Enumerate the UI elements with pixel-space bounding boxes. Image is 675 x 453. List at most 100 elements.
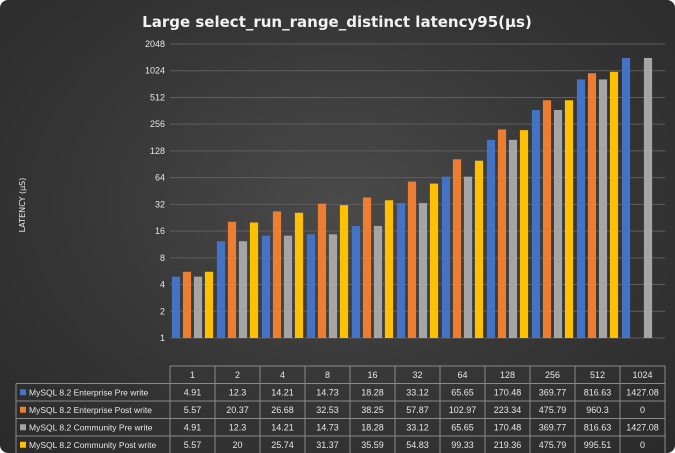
table-value: 18.28 <box>361 387 384 397</box>
bar-2-256 <box>542 100 552 338</box>
bar-1-16 <box>351 225 361 338</box>
bar-4-2 <box>249 222 259 338</box>
category-label: 32 <box>412 370 422 380</box>
bar-1-32 <box>396 203 406 338</box>
bar-1-2 <box>216 241 226 338</box>
legend-entry-1: MySQL 8.2 Enterprise Pre write <box>29 387 148 397</box>
bar-3-128 <box>508 139 518 338</box>
bar-1-4 <box>261 235 271 338</box>
bar-1-1 <box>171 276 181 338</box>
table-value: 170.48 <box>494 387 522 397</box>
bar-4-16 <box>384 200 394 338</box>
bar-3-16 <box>373 225 383 338</box>
y-tick-label: 32 <box>155 199 165 209</box>
table-value: 475.79 <box>539 440 567 450</box>
bar-1-256 <box>531 110 541 338</box>
bar-4-256 <box>564 100 574 338</box>
table-value: 995.51 <box>584 440 612 450</box>
category-label: 2 <box>235 370 240 380</box>
bar-4-32 <box>429 183 439 338</box>
bar-2-2 <box>227 221 237 338</box>
table-value: 12.3 <box>229 422 247 432</box>
table-value: 4.91 <box>184 387 202 397</box>
y-tick-label: 64 <box>155 173 165 183</box>
table-value: 25.74 <box>271 440 294 450</box>
table-value: 65.65 <box>451 387 474 397</box>
bar-1-1024 <box>621 57 631 339</box>
table-value: 170.48 <box>494 422 522 432</box>
category-label: 8 <box>325 370 330 380</box>
table-value: 4.91 <box>184 422 202 432</box>
bar-3-512 <box>598 79 608 338</box>
table-value: 18.28 <box>361 422 384 432</box>
table-value: 20.37 <box>226 405 249 415</box>
table-value: 33.12 <box>406 387 429 397</box>
y-tick-label: 512 <box>150 92 165 102</box>
table-value: 0 <box>640 405 645 415</box>
bar-2-16 <box>362 197 372 338</box>
table-value: 20 <box>232 440 242 450</box>
bar-3-32 <box>418 203 428 338</box>
table-value: 57.87 <box>406 405 429 415</box>
category-label: 128 <box>500 370 515 380</box>
bar-1-8 <box>306 234 316 338</box>
bar-4-1 <box>204 271 214 338</box>
table-value: 54.83 <box>406 440 429 450</box>
bar-2-64 <box>452 159 462 338</box>
table-value: 26.68 <box>271 405 294 415</box>
table-value: 960.3 <box>586 405 609 415</box>
table-value: 369.77 <box>539 422 567 432</box>
legend-swatch-4 <box>20 441 26 448</box>
table-value: 14.73 <box>316 387 339 397</box>
bar-2-1 <box>182 271 192 338</box>
y-tick-label: 16 <box>155 226 165 236</box>
bar-3-2 <box>238 241 248 338</box>
bar-2-8 <box>317 203 327 338</box>
data-table: 1 2 4 8 16 32 64 128 256 512 1024 MySQL 8.2 Enterpr… <box>15 365 666 453</box>
category-label: 512 <box>590 370 605 380</box>
legend-swatch-3 <box>20 424 26 431</box>
y-tick-label: 4 <box>160 280 165 290</box>
bar-3-256 <box>553 110 563 338</box>
table-value: 14.21 <box>271 422 294 432</box>
bar-1-128 <box>486 139 496 338</box>
bar-2-128 <box>497 129 507 338</box>
y-tick-label: 1 <box>160 333 165 343</box>
bar-4-64 <box>474 160 484 338</box>
table-value: 99.33 <box>451 440 474 450</box>
table-value: 5.57 <box>184 440 202 450</box>
table-value: 38.25 <box>361 405 384 415</box>
table-value: 12.3 <box>229 387 247 397</box>
category-label: 64 <box>457 370 467 380</box>
bars <box>171 57 653 339</box>
legend-swatch-2 <box>20 406 26 413</box>
table-value: 65.65 <box>451 422 474 432</box>
y-tick-label: 128 <box>150 146 165 156</box>
chart-title: Large select_run_range_distinct latency9… <box>142 13 532 31</box>
bar-4-8 <box>339 205 349 338</box>
y-axis-label: LATENCY (µS) <box>18 178 27 233</box>
table-value: 223.34 <box>494 405 522 415</box>
bar-3-8 <box>328 234 338 338</box>
y-axis-ticks: 1 2 4 8 16 32 64 128 256 512 1024 2048 <box>145 39 165 343</box>
bar-2-4 <box>272 211 282 338</box>
table-value: 102.97 <box>449 405 477 415</box>
table-value: 14.21 <box>271 387 294 397</box>
table-value: 369.77 <box>539 387 567 397</box>
table-value: 31.37 <box>316 440 339 450</box>
table-value: 1427.08 <box>626 422 659 432</box>
category-label: 1024 <box>632 370 652 380</box>
table-value: 5.57 <box>184 405 202 415</box>
table-value: 35.59 <box>361 440 384 450</box>
bar-3-1 <box>193 276 203 338</box>
category-label: 16 <box>367 370 377 380</box>
table-value: 816.63 <box>584 387 612 397</box>
y-tick-label: 2048 <box>145 39 165 49</box>
table-value: 33.12 <box>406 422 429 432</box>
bar-2-32 <box>407 181 417 338</box>
table-value: 0 <box>640 440 645 450</box>
table-value: 32.53 <box>316 405 339 415</box>
table-value: 219.36 <box>494 440 522 450</box>
